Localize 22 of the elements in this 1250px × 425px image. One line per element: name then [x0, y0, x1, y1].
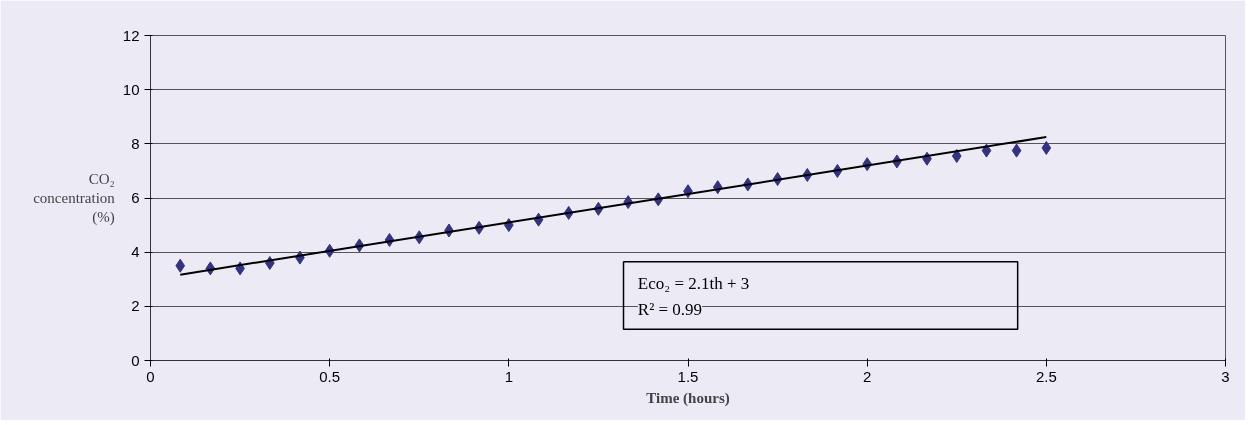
- x-tick-label: 2: [863, 367, 872, 385]
- y-tick-label: 12: [122, 26, 140, 44]
- point: [951, 149, 962, 164]
- y-tick-label: 8: [131, 134, 140, 152]
- x-axis-title: Time (hours): [646, 389, 730, 407]
- x-tick-label: 1: [504, 367, 514, 385]
- y-tick-label: 0: [131, 351, 140, 369]
- y-axis-title: CO₂ concentration (%): [33, 170, 116, 227]
- annotation: Eco₂ = 2.1th + 3: [637, 273, 750, 293]
- point: [1011, 143, 1022, 158]
- point: [1041, 140, 1052, 155]
- y-tick-label: 10: [122, 80, 140, 98]
- point: [175, 258, 186, 273]
- x-tick-label: 2.5: [1035, 367, 1057, 385]
- x-tick-label: 0.5: [319, 367, 341, 385]
- y-tick-label: 2: [131, 297, 140, 315]
- y-tick-label: 6: [131, 189, 140, 206]
- annotation: R² = 0.99: [637, 299, 703, 319]
- x-tick-label: 0: [146, 367, 155, 385]
- y-tick-label: 4: [131, 243, 140, 261]
- x-tick-label: 1.5: [677, 367, 699, 385]
- x-tick-label: 3: [1221, 367, 1230, 385]
